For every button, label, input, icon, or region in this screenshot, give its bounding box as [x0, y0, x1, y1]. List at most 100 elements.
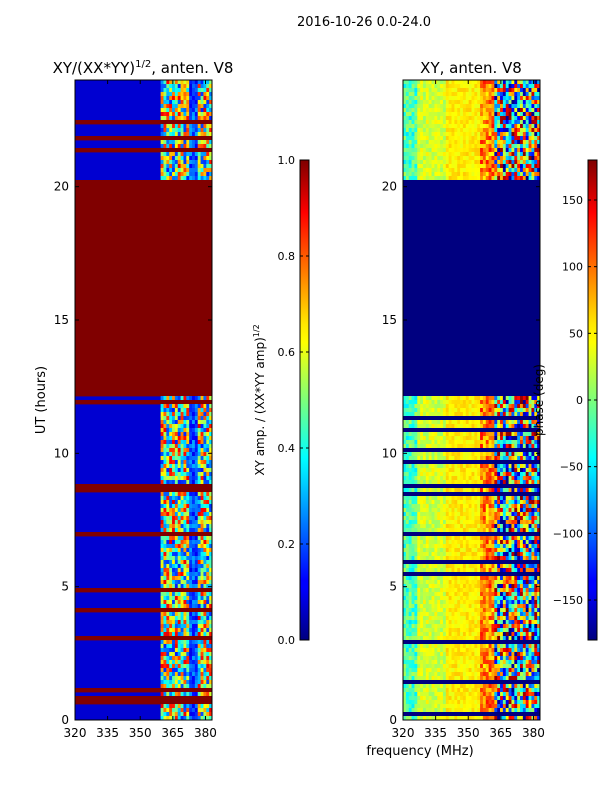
heatmap-cell [457, 588, 461, 593]
heatmap-cell [180, 668, 184, 673]
heatmap-cell [497, 516, 501, 521]
heatmap-cell [477, 124, 481, 129]
heatmap-cell [494, 468, 498, 473]
heatmap-cell [177, 508, 182, 513]
heatmap-cell [525, 432, 529, 437]
heatmap-cell [480, 80, 484, 85]
heatmap-cell [468, 404, 472, 409]
heatmap-cell [206, 456, 210, 461]
heatmap-cell [177, 528, 182, 533]
heatmap-cell [180, 96, 184, 101]
heatmap-cell [482, 464, 487, 469]
heatmap-cell [520, 580, 524, 585]
heatmap-cell [457, 404, 461, 409]
heatmap-cell [494, 168, 498, 173]
heatmap-cell [183, 536, 187, 541]
heatmap-cell [169, 660, 173, 665]
heatmap-cell [197, 684, 201, 689]
heatmap-cell [505, 404, 510, 409]
heatmap-cell [534, 412, 538, 417]
heatmap-cell [177, 80, 182, 85]
heatmap-cell [200, 500, 204, 505]
heatmap-cell [177, 100, 182, 105]
heatmap-cell [405, 84, 410, 89]
heatmap-cell [502, 92, 507, 97]
heatmap-cell [194, 132, 199, 137]
heatmap-cell [480, 552, 484, 557]
heatmap-cell [531, 488, 535, 493]
heatmap-cell [520, 524, 524, 529]
heatmap-row [75, 364, 212, 369]
heatmap-cell [172, 460, 176, 465]
heatmap-cell [508, 84, 512, 89]
heatmap-cell [494, 128, 498, 133]
heatmap-cell [465, 172, 470, 177]
heatmap-cell [177, 548, 182, 553]
heatmap-cell [434, 120, 438, 125]
heatmap-cell [163, 600, 167, 605]
heatmap-cell [482, 564, 487, 569]
heatmap-cell [465, 436, 470, 441]
heatmap-cell [172, 128, 176, 133]
heatmap-cell [465, 420, 470, 425]
heatmap-cell [520, 432, 524, 437]
heatmap-cell [508, 136, 512, 141]
heatmap-cell [163, 492, 167, 497]
heatmap-cell [420, 100, 424, 105]
heatmap-cell [480, 160, 484, 165]
heatmap-cell [482, 576, 487, 581]
heatmap-cell [537, 404, 540, 409]
heatmap-cell [411, 172, 415, 177]
heatmap-cell [414, 144, 418, 149]
heatmap-cell [163, 84, 167, 89]
heatmap-cell [203, 596, 207, 601]
heatmap-cell [491, 84, 495, 89]
heatmap-cell [177, 160, 182, 165]
heatmap-cell [163, 472, 167, 477]
heatmap-cell [440, 556, 444, 561]
heatmap-cell [420, 468, 424, 473]
heatmap-row [403, 372, 540, 377]
heatmap-cell [477, 112, 481, 117]
heatmap-cell [209, 560, 212, 565]
heatmap-cell [485, 464, 490, 469]
heatmap-cell [442, 92, 447, 97]
heatmap-cell [491, 88, 495, 93]
heatmap-row [403, 236, 540, 241]
heatmap-cell [488, 524, 492, 529]
amplitude-ytick-label: 20 [54, 180, 69, 194]
heatmap-cell [537, 548, 540, 553]
heatmap-cell [502, 136, 507, 141]
heatmap-cell [169, 176, 173, 181]
heatmap-cell [502, 540, 507, 545]
heatmap-cell [180, 460, 184, 465]
heatmap-cell [482, 512, 487, 517]
heatmap-cell [500, 408, 504, 413]
heatmap-cell [183, 472, 187, 477]
heatmap-cell [434, 172, 438, 177]
heatmap-cell [169, 408, 173, 413]
heatmap-cell [189, 128, 193, 133]
heatmap-cell [203, 396, 207, 401]
heatmap-cell [448, 88, 452, 93]
heatmap-cell [517, 140, 521, 145]
heatmap-cell [166, 644, 170, 649]
heatmap-cell [206, 428, 210, 433]
heatmap-cell [451, 540, 455, 545]
heatmap-cell [431, 144, 435, 149]
heatmap-cell [474, 468, 478, 473]
heatmap-cell [514, 404, 518, 409]
heatmap-cell [451, 84, 455, 89]
heatmap-cell [511, 464, 515, 469]
heatmap-cell [197, 620, 201, 625]
heatmap-cell [180, 660, 184, 665]
heatmap-cell [480, 408, 484, 413]
heatmap-cell [422, 552, 427, 557]
heatmap-cell [448, 152, 452, 157]
heatmap-cell [460, 132, 464, 137]
heatmap-cell [508, 524, 512, 529]
heatmap-cell [471, 112, 475, 117]
heatmap-cell [431, 176, 435, 181]
heatmap-cell [474, 92, 478, 97]
heatmap-cell [514, 440, 518, 445]
